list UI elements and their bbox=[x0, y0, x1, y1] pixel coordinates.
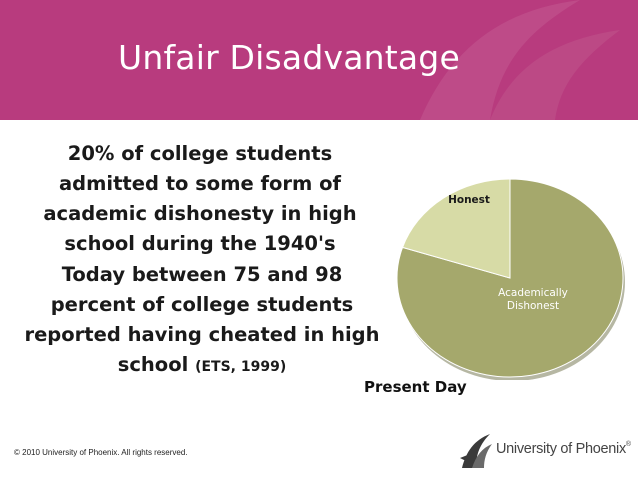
registered-mark: ® bbox=[625, 441, 631, 448]
pie-slice-academically-dishonest bbox=[396, 178, 624, 378]
paragraph-1940s: 20% of college students admitted to some… bbox=[43, 142, 357, 255]
paragraph-today-text: Today between 75 and 98 percent of colle… bbox=[24, 263, 380, 376]
citation: (ETS, 1999) bbox=[195, 359, 287, 375]
pie-slice-honest bbox=[401, 178, 511, 279]
logo-text: University of Phoenix bbox=[496, 441, 626, 457]
logo-wordmark: University of Phoenix® bbox=[496, 441, 631, 457]
paragraph-today: Today between 75 and 98 percent of colle… bbox=[22, 260, 382, 382]
pie-label-honest: Honest bbox=[448, 194, 490, 206]
chart-title: Present Day bbox=[364, 378, 467, 396]
phoenix-logo-icon bbox=[460, 434, 492, 468]
slide-title: Unfair Disadvantage bbox=[118, 38, 460, 77]
university-logo: University of Phoenix® bbox=[458, 432, 634, 472]
phoenix-watermark-icon bbox=[420, 0, 620, 120]
header-banner: Unfair Disadvantage bbox=[0, 0, 638, 120]
present-day-pie-chart: Honest Academically Dishonest bbox=[396, 178, 625, 380]
pie-label-academically-dishonest: Academically Dishonest bbox=[498, 287, 568, 312]
copyright-notice: © 2010 University of Phoenix. All rights… bbox=[14, 448, 188, 457]
